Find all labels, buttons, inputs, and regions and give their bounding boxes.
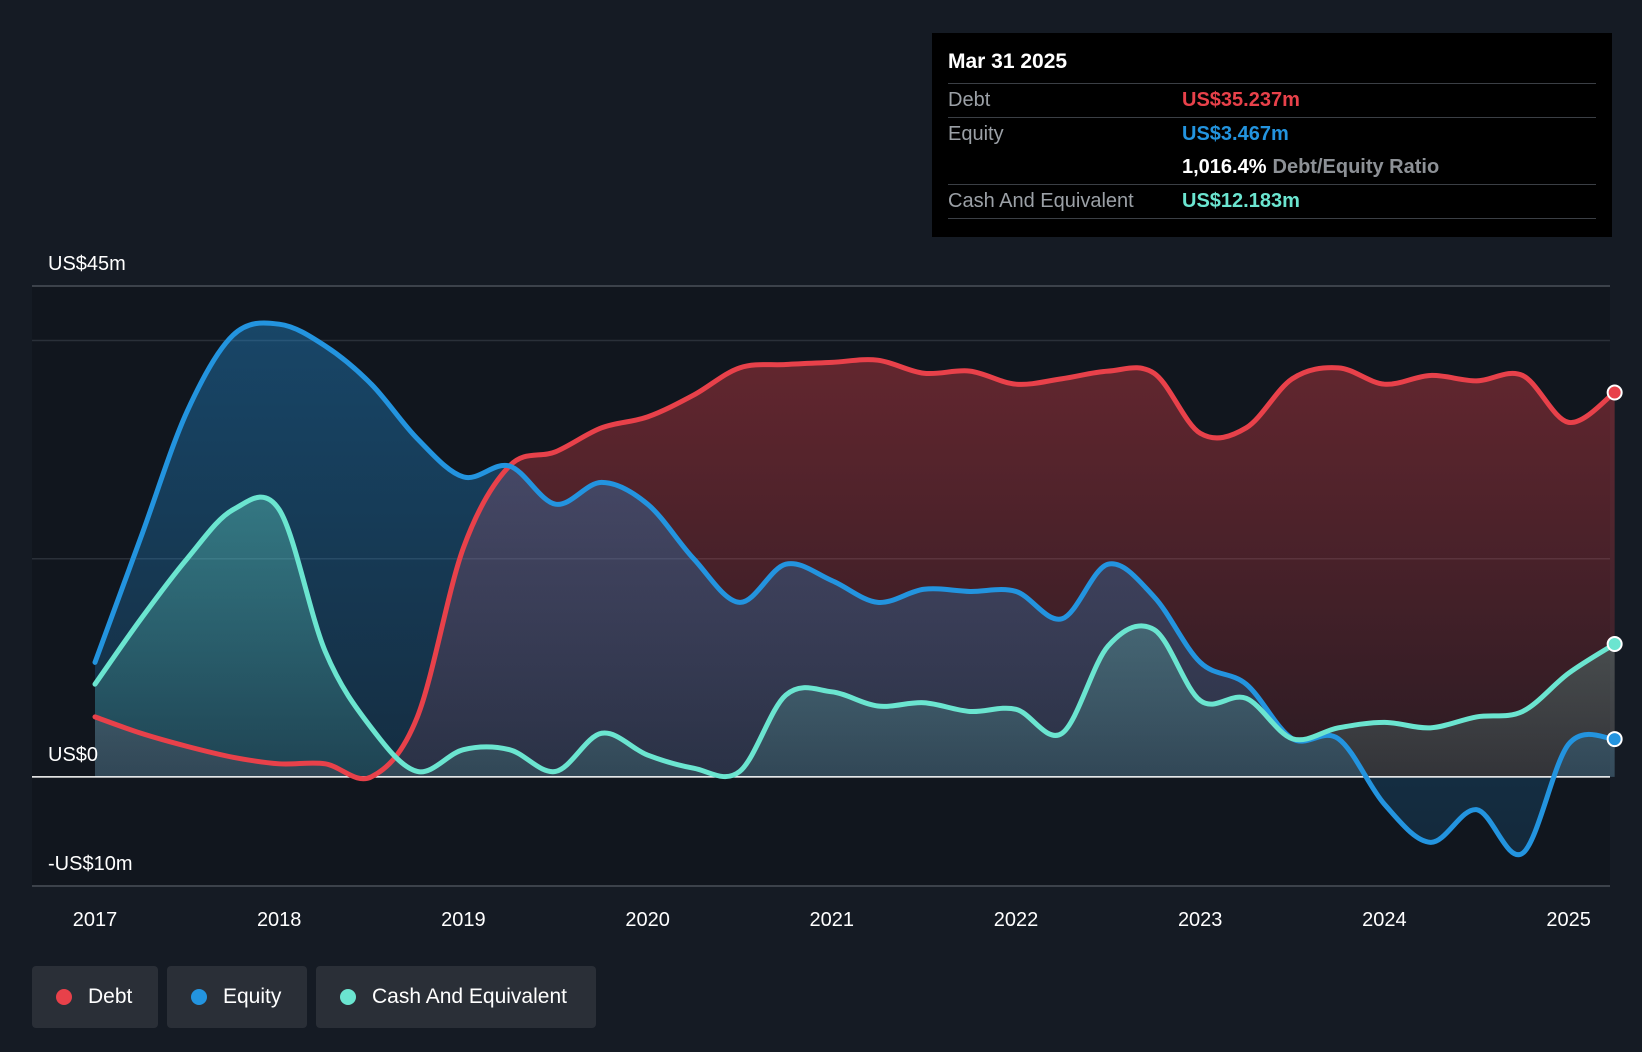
x-axis-labels: 2017 2018 2019 2020 2021 2022 2023 2024 2025 bbox=[73, 909, 1591, 931]
x-tick-label: 2023 bbox=[1178, 909, 1223, 931]
cash-end-point[interactable] bbox=[1606, 636, 1623, 653]
y-tick-label: -US$10m bbox=[48, 853, 132, 875]
legend-item-cash[interactable]: Cash And Equivalent bbox=[316, 966, 596, 1028]
tooltip-debt-label: Debt bbox=[948, 89, 991, 111]
cash-dot-icon bbox=[340, 989, 356, 1005]
y-tick-label: US$45m bbox=[48, 253, 126, 275]
legend-cash-label: Cash And Equivalent bbox=[372, 985, 567, 1008]
debt-dot-icon bbox=[56, 989, 72, 1005]
tooltip-cash-value: US$12.183m bbox=[1182, 190, 1300, 212]
cash-line bbox=[92, 494, 1618, 779]
tooltip-cash-label: Cash And Equivalent bbox=[948, 190, 1134, 212]
x-tick-label: 2019 bbox=[441, 909, 486, 931]
x-tick-label: 2025 bbox=[1546, 909, 1591, 931]
series-lines bbox=[92, 320, 1618, 858]
tooltip-ratio-label: Debt/Equity Ratio bbox=[1272, 156, 1440, 178]
x-tick-label: 2017 bbox=[73, 909, 118, 931]
tooltip-equity-row: Equity US$3.467m bbox=[948, 117, 1596, 151]
tooltip-panel: Mar 31 2025 Debt US$35.237m Equity US$3.… bbox=[932, 33, 1612, 237]
x-tick-label: 2020 bbox=[625, 909, 670, 931]
equity-dot-icon bbox=[191, 989, 207, 1005]
tooltip-cash-row: Cash And Equivalent US$12.183m bbox=[948, 184, 1596, 219]
equity-end-point[interactable] bbox=[1606, 731, 1623, 748]
series-areas bbox=[95, 322, 1615, 855]
legend-item-equity[interactable]: Equity bbox=[167, 966, 307, 1028]
legend-equity-label: Equity bbox=[223, 985, 282, 1008]
debt-line bbox=[92, 357, 1618, 782]
tooltip-date: Mar 31 2025 bbox=[948, 50, 1068, 73]
series-end-dots bbox=[1606, 384, 1623, 748]
tooltip-equity-value: US$3.467m bbox=[1182, 123, 1289, 145]
legend-debt-label: Debt bbox=[88, 985, 133, 1008]
y-tick-label: US$0 bbox=[48, 744, 98, 766]
y-axis-labels: US$45m US$0 -US$10m bbox=[48, 253, 132, 875]
tooltip-debt-value: US$35.237m bbox=[1182, 89, 1300, 111]
tooltip-debt-row: Debt US$35.237m bbox=[948, 83, 1596, 117]
x-tick-label: 2018 bbox=[257, 909, 302, 931]
equity-line bbox=[92, 320, 1618, 858]
tooltip-ratio-row: 1,016.4% Debt/Equity Ratio bbox=[948, 151, 1596, 184]
tooltip-ratio-value: 1,016.4% bbox=[1182, 156, 1267, 178]
tooltip-equity-label: Equity bbox=[948, 123, 1004, 145]
debt-end-point[interactable] bbox=[1606, 384, 1623, 401]
cash-area bbox=[95, 497, 1615, 777]
x-tick-label: 2024 bbox=[1362, 909, 1407, 931]
legend: Debt Equity Cash And Equivalent bbox=[32, 966, 596, 1028]
x-tick-label: 2021 bbox=[810, 909, 855, 931]
legend-item-debt[interactable]: Debt bbox=[32, 966, 158, 1028]
x-tick-label: 2022 bbox=[994, 909, 1039, 931]
